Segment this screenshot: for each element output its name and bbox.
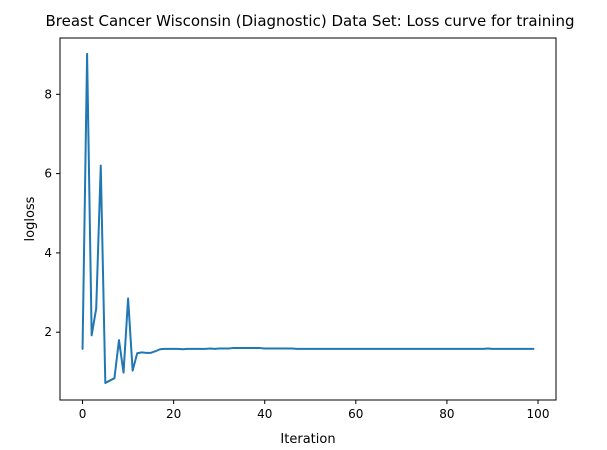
- x-axis-ticks: 0 20 40 60 80 100: [79, 400, 550, 421]
- y-tick-label: 4: [44, 246, 52, 260]
- y-axis-label: logloss: [23, 196, 38, 241]
- x-axis-label: Iteration: [280, 432, 335, 447]
- x-tick-label: 100: [527, 407, 550, 421]
- series-layer: [81, 52, 535, 384]
- x-tick-label: 80: [439, 407, 454, 421]
- y-tick-label: 6: [44, 167, 52, 181]
- x-tick-label: 0: [79, 407, 87, 421]
- chart-title: Breast Cancer Wisconsin (Diagnostic) Dat…: [46, 12, 575, 30]
- y-axis-ticks: 2 4 6 8: [44, 87, 60, 339]
- loss-series-line: [81, 52, 535, 384]
- x-tick-label: 20: [166, 407, 181, 421]
- y-tick-label: 8: [44, 87, 52, 101]
- plot-frame: [59, 37, 557, 401]
- x-tick-label: 40: [257, 407, 272, 421]
- x-tick-label: 60: [348, 407, 363, 421]
- y-tick-label: 2: [44, 325, 52, 339]
